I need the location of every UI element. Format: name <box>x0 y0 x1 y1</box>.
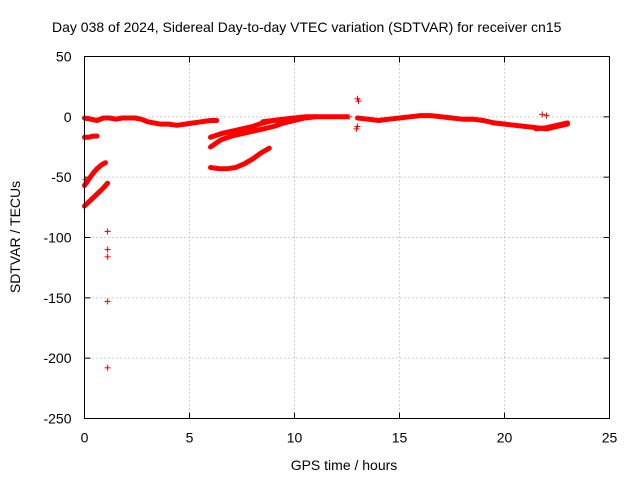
y-tick-label: -250 <box>43 411 71 427</box>
data-point <box>104 253 111 260</box>
series-mid-track-a <box>208 114 350 150</box>
data-point <box>355 98 362 105</box>
y-tick-label: -200 <box>43 350 71 366</box>
data-point <box>543 112 550 119</box>
data-point <box>104 298 111 305</box>
x-axis-label: GPS time / hours <box>291 457 398 473</box>
series-mid-track-c <box>260 114 318 125</box>
y-tick-label: -150 <box>43 290 71 306</box>
x-tick-label: 25 <box>602 430 618 446</box>
data-point <box>346 113 353 120</box>
y-tick-label: -100 <box>43 230 71 246</box>
series-dip-track-a <box>82 160 108 189</box>
series-early-offset <box>82 133 100 140</box>
chart-title: Day 038 of 2024, Sidereal Day-to-day VTE… <box>52 19 562 35</box>
y-tick-label: -50 <box>51 169 71 185</box>
series-main-track <box>82 115 220 128</box>
x-tick-label: 20 <box>497 430 513 446</box>
y-tick-label: 50 <box>56 49 72 65</box>
data-point <box>539 111 546 118</box>
data-point <box>104 246 111 253</box>
series-dip-track-b <box>82 180 111 209</box>
series-low-arc <box>208 145 272 172</box>
x-tick-label: 15 <box>392 430 408 446</box>
data-layer <box>82 95 570 371</box>
series-tail-track <box>533 120 570 132</box>
x-tick-label: 10 <box>287 430 303 446</box>
series-late-track <box>355 113 570 132</box>
x-tick-label: 0 <box>81 430 89 446</box>
data-point <box>353 125 360 132</box>
data-point <box>82 176 89 183</box>
x-tick-label: 5 <box>186 430 194 446</box>
data-point <box>104 228 111 235</box>
y-tick-label: 0 <box>64 109 72 125</box>
data-point <box>104 364 111 371</box>
grid <box>84 56 610 419</box>
plot-frame <box>84 56 610 419</box>
y-axis-label: SDTVAR / TECUs <box>7 181 23 293</box>
axis-ticks: 0 5 10 15 20 25 -250 -200 -150 -100 -50 0 50 <box>43 49 617 446</box>
